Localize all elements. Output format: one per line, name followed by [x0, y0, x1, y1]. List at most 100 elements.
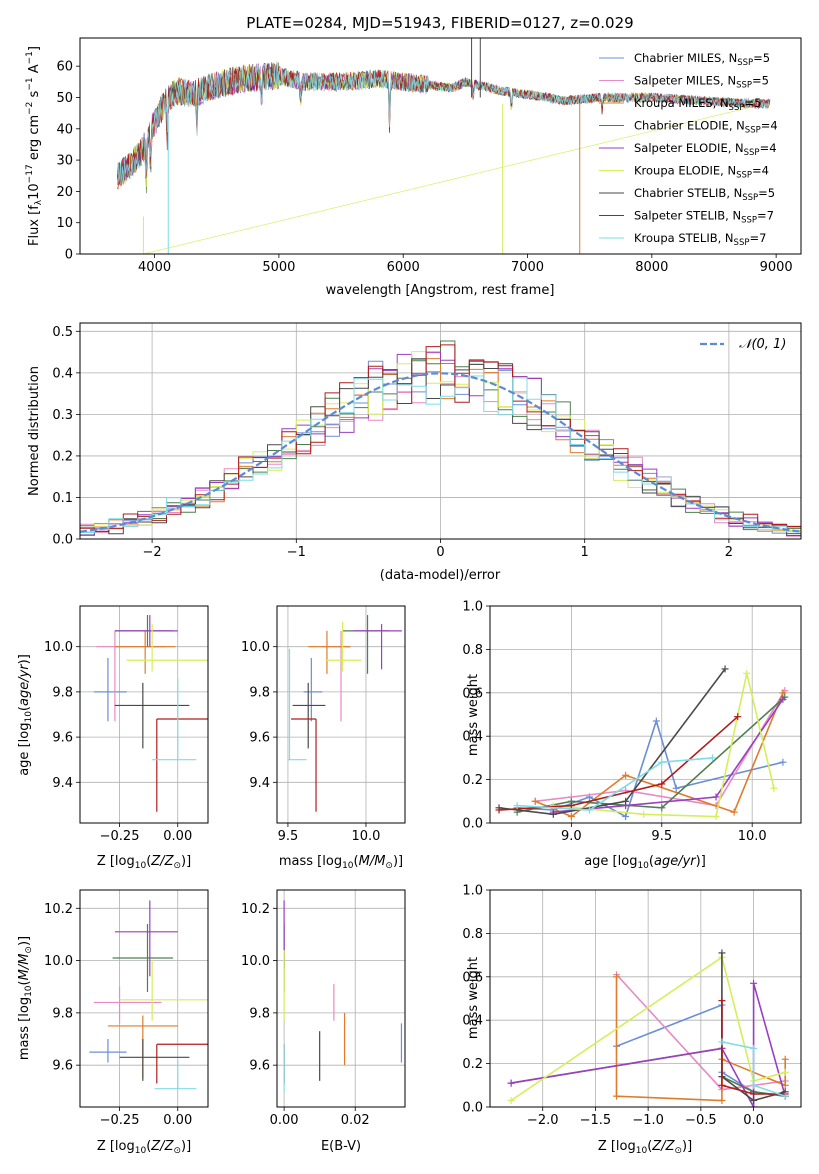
y-axis-label: Flux [fλ10−17 erg cm−2 s−1 A−1]: [25, 46, 44, 246]
age-vs-z-panel: −0.25 0.00 9.4 9.6 9.8 10.0 Z [log10(Z/Z⊙)] a…: [17, 605, 209, 871]
axes-frame: [79, 889, 209, 1108]
x-axis-label: wavelength [Angstrom, rest frame]: [326, 283, 555, 298]
y-tick-label: 0: [65, 248, 73, 263]
legend-label-value: =7: [749, 231, 766, 245]
normal-legend: 𝒩(0, 1): [700, 337, 786, 352]
legend-label-value: =5: [758, 186, 775, 200]
y-tick-label: 9.4: [52, 776, 73, 791]
legend-label: Kroupa STELIB, NSSP=7: [634, 231, 766, 248]
y-tick-label: 0.2: [52, 449, 73, 464]
legend-label-value: =5: [744, 96, 761, 110]
y-axis-label: mass weight: [466, 957, 481, 1039]
y-tick-label: 1.0: [462, 884, 483, 899]
y-tick-label: 0.1: [52, 491, 73, 506]
spectrum-legend: Chabrier MILES, NSSP=5 Salpeter MILES, NS…: [599, 51, 778, 248]
mass-vs-ebv-panel: 0.00 0.02 9.6 9.8 10.0 10.2 E(B-V): [241, 889, 406, 1154]
y-tick-label: 50: [56, 91, 73, 106]
plot-body: [89, 900, 208, 1090]
legend-label-sub: SSP: [742, 193, 758, 203]
legend-label-sub: SSP: [729, 103, 745, 113]
y-tick-label: 9.6: [52, 1059, 73, 1074]
y-tick-label: 10.2: [44, 902, 73, 917]
x-tick-label: 9.5: [278, 829, 299, 844]
series-line-kroupa-elodie: [510, 955, 786, 1102]
legend-label-sub: SSP: [736, 171, 752, 181]
y-tick-label: 0.0: [52, 533, 73, 548]
x-axis-label: Z [log10(Z/Z⊙)]: [97, 854, 191, 871]
plot-body: [283, 900, 403, 1092]
y-tick-label: 10.0: [241, 954, 270, 969]
plot-body: [287, 615, 402, 812]
legend-label: Salpeter ELODIE, NSSP=4: [634, 141, 777, 158]
y-tick-label: 9.6: [249, 731, 270, 746]
legend-label-value: =5: [753, 51, 770, 65]
plot-body: [93, 615, 208, 812]
y-tick-label: 60: [56, 60, 73, 75]
mass-vs-z-panel: −0.25 0.009.69.810.010.2 Z [log10(Z/Z⊙)] …: [17, 889, 209, 1156]
chart-title: PLATE=0284, MJD=51943, FIBERID=0127, z=0…: [246, 14, 633, 32]
x-tick-label: 0.02: [341, 1113, 370, 1128]
y-tick-label: 9.6: [249, 1059, 270, 1074]
age-vs-mass-panel: 9.5 10.0 9.4 9.6 9.8 10.0 mass [log10(M/M⊙)]: [241, 605, 406, 871]
x-tick-label: 9000: [760, 260, 793, 275]
plot-body: [507, 949, 789, 1107]
legend-label-sub: SSP: [744, 148, 760, 158]
x-axis-label: mass [log10(M/M⊙)]: [279, 854, 403, 871]
plot-body: [495, 665, 789, 820]
y-tick-label: 9.8: [52, 685, 73, 700]
legend-label-sub: SSP: [745, 126, 761, 136]
x-tick-label: 4000: [138, 260, 171, 275]
y-axis-label: Normed distribution: [27, 366, 42, 496]
y-tick-label: 0.6: [462, 970, 483, 985]
hist-salpeter-stelib: [80, 344, 801, 532]
series-line-kroupa-stelib: [517, 757, 713, 811]
spectrum-panel: PLATE=0284, MJD=51943, FIBERID=0127, z=0…: [25, 14, 802, 298]
spectrum-line-kroupa-stelib: [116, 62, 770, 186]
legend-label: Salpeter MILES, NSSP=5: [634, 74, 769, 91]
y-tick-label: 0.4: [462, 1014, 483, 1029]
y-tick-label: 10: [56, 216, 73, 231]
hist-chabrier-stelib: [80, 358, 801, 536]
y-tick-label: 9.8: [52, 1006, 73, 1021]
x-tick-label: 9.0: [561, 829, 582, 844]
x-axis-label: Z [log10(Z/Z⊙)]: [598, 1139, 692, 1156]
y-tick-label: 0.0: [462, 817, 483, 832]
y-tick-label: 0.0: [462, 1101, 483, 1116]
legend-label-value: =4: [760, 141, 777, 155]
axes-frame: [489, 889, 802, 1108]
residuals-panel: −2 −1 0 1 2 0.0 0.1 0.2 0.3 0.4 0.5 (data-model)/e…: [27, 322, 802, 583]
y-tick-label: 0.5: [52, 325, 73, 340]
y-tick-label: 30: [56, 154, 73, 169]
legend-label-value: =7: [757, 209, 774, 223]
y-tick-label: 10.0: [44, 954, 73, 969]
axes-frame: [79, 605, 209, 824]
x-tick-label: 2: [725, 545, 733, 560]
x-tick-label: −2: [143, 545, 162, 560]
x-tick-label: 0.00: [270, 1113, 299, 1128]
legend-label: Chabrier MILES, NSSP=5: [634, 51, 770, 68]
legend-label-value: =4: [752, 164, 769, 178]
y-tick-label: 1.0: [462, 600, 483, 615]
y-axis-label: mass [log10(M/M⊙)]: [17, 936, 34, 1060]
y-axis-label: mass weight: [466, 674, 481, 756]
massweight-vs-age-panel: 9.0 9.5 10.0 0.0 0.2 0.4 0.6 0.8 1.0 age [log10(…: [462, 600, 802, 871]
x-tick-label: 10.0: [738, 829, 767, 844]
axes-frame: [276, 889, 406, 1108]
series-line-salpeter-elodie: [510, 983, 786, 1107]
y-tick-label: 10.0: [44, 640, 73, 655]
y-tick-label: 0.2: [462, 1057, 483, 1072]
spectrum-line-salpeter-stelib: [117, 62, 771, 190]
plot-body: [80, 340, 801, 537]
legend-label-sub: SSP: [736, 81, 752, 91]
x-tick-label: −1.0: [632, 1113, 664, 1128]
massweight-vs-z-panel: −2.0 −1.5 −1.0 −0.5 0.0 0.0 0.2 0.4 0.6 0.8 1.0 Z …: [462, 884, 802, 1156]
x-tick-label: 5000: [262, 260, 295, 275]
legend-label-sub: SSP: [734, 238, 750, 248]
x-tick-label: 9.5: [651, 829, 672, 844]
legend-label: Chabrier ELODIE, NSSP=4: [634, 119, 778, 136]
y-tick-label: 0.2: [462, 773, 483, 788]
x-tick-label: 8000: [635, 260, 668, 275]
legend-label-sub: SSP: [741, 216, 757, 226]
series-line-kroupa-stelib: [721, 1041, 786, 1097]
axes-frame: [79, 37, 802, 255]
